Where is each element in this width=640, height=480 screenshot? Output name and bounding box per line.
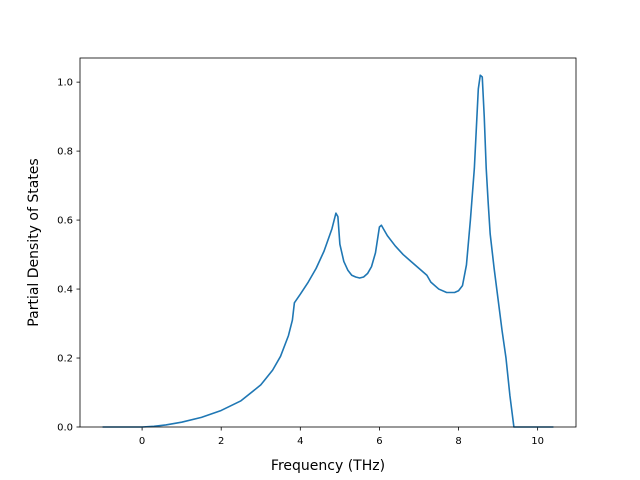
- x-tick-label: 6: [376, 436, 382, 447]
- y-tick-label: 0.0: [57, 423, 73, 434]
- x-tick-label: 8: [455, 436, 461, 447]
- x-tick-label: 4: [297, 436, 303, 447]
- series-layer: [102, 74, 554, 428]
- x-axis-label: Frequency (THz): [271, 458, 385, 474]
- y-tick-label: 0.2: [57, 354, 73, 365]
- x-tick-label: 0: [139, 436, 145, 447]
- y-tick-label: 0.6: [57, 216, 73, 227]
- y-tick-label: 0.8: [57, 147, 73, 158]
- y-tick-label: 0.4: [57, 285, 73, 296]
- y-tick-label: 1.0: [57, 78, 73, 89]
- y-axis-label: Partial Density of States: [26, 158, 42, 326]
- x-axis-ticks: 0 2 4 6 8 10: [139, 427, 544, 447]
- series-line: [102, 74, 554, 428]
- axes-frame: [79, 57, 577, 428]
- y-axis-ticks: 0.0 0.2 0.4 0.6 0.8 1.0: [57, 78, 80, 434]
- x-tick-label: 2: [218, 436, 224, 447]
- x-tick-label: 10: [531, 436, 544, 447]
